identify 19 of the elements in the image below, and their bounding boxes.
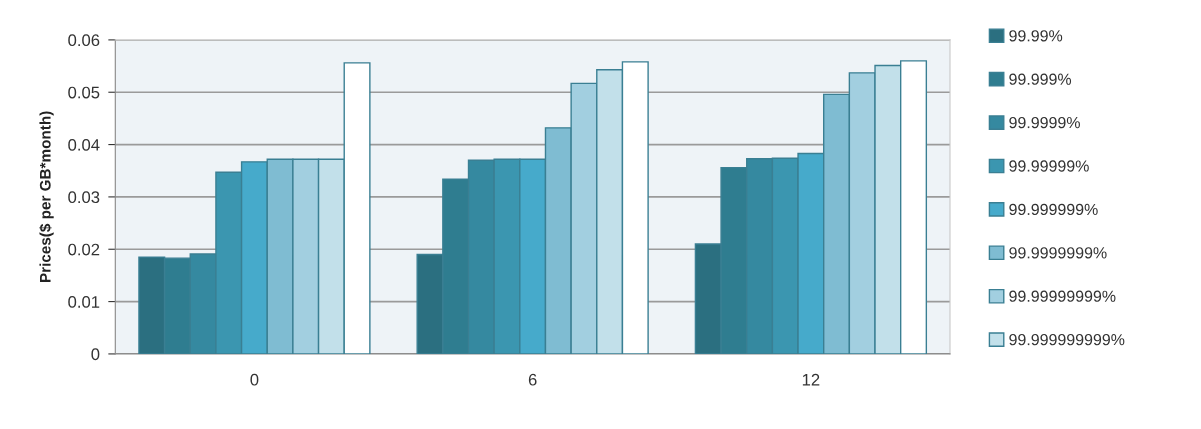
y-tick-label: 0.04 [68,138,100,151]
legend-label: 99.999% [1009,73,1072,85]
y-tick-label: 0.02 [68,243,100,256]
x-tick-label: 0 [250,373,259,386]
y-tick-label: 0.06 [68,34,100,47]
legend-label: 99.999999% [1009,203,1098,216]
legend-label: 99.9999999% [1009,247,1107,259]
y-tick-label: 0.01 [68,295,100,308]
legend-label: 99.9999% [1009,116,1080,129]
y-tick-label: 0 [91,348,100,361]
legend-label: 99.99999999% [1009,290,1116,302]
legend-label: 99.99999% [1009,160,1089,172]
y-tick-label: 0.03 [68,191,100,204]
y-tick-label: 0.05 [68,86,100,99]
legend-label: 99.999999999% [1009,333,1125,346]
x-tick-label: 12 [802,373,820,386]
legend-label: 99.99% [1009,30,1063,42]
y-axis-title: Prices($ per GB*month) [39,111,54,283]
x-tick-label: 6 [528,373,537,386]
